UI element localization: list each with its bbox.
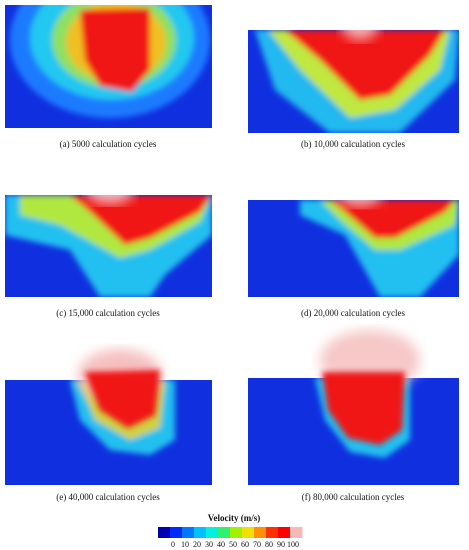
colorbar-tick-label: 20 bbox=[193, 540, 201, 549]
panel-image bbox=[248, 200, 459, 297]
panel-caption: (e) 40,000 calculation cycles bbox=[56, 492, 160, 502]
colorbar-segment bbox=[242, 527, 255, 538]
panel-caption: (a) 5000 calculation cycles bbox=[60, 139, 157, 149]
colorbar-segment bbox=[266, 527, 279, 538]
panel-caption: (c) 15,000 calculation cycles bbox=[56, 308, 160, 318]
panel-caption: (f) 80,000 calculation cycles bbox=[302, 492, 405, 502]
colorbar-segment bbox=[290, 527, 303, 538]
colorbar-tick-label: 0 bbox=[171, 540, 175, 549]
colorbar-segment bbox=[182, 527, 195, 538]
panel-image bbox=[5, 195, 212, 297]
colorbar-tick-label: 70 bbox=[253, 540, 261, 549]
colorbar-tick-label: 80 bbox=[265, 540, 273, 549]
panel-caption: (b) 10,000 calculation cycles bbox=[301, 139, 405, 149]
colorbar-segment bbox=[230, 527, 243, 538]
colorbar-segment bbox=[254, 527, 267, 538]
colorbar-tick-label: 90 bbox=[277, 540, 285, 549]
colorbar-tick-label: 10 bbox=[181, 540, 189, 549]
colorbar-tick-label: 100 bbox=[287, 540, 299, 549]
colorbar-segment bbox=[194, 527, 207, 538]
panel-caption: (d) 20,000 calculation cycles bbox=[301, 308, 405, 318]
colorbar-segment bbox=[278, 527, 291, 538]
colorbar-segment bbox=[170, 527, 183, 538]
colorbar-title: Velocity (m/s) bbox=[208, 513, 260, 523]
colorbar-tick-label: 60 bbox=[241, 540, 249, 549]
colorbar-segment bbox=[158, 527, 171, 538]
colorbar-tick-label: 40 bbox=[217, 540, 225, 549]
panel-image bbox=[5, 5, 212, 128]
colorbar-tick-label: 30 bbox=[205, 540, 213, 549]
colorbar-tick-label: 50 bbox=[229, 540, 237, 549]
colorbar: 0 10 20 30 40 50 60 70 80 90 100 bbox=[158, 527, 303, 549]
panel-image bbox=[5, 349, 212, 485]
colorbar-segment bbox=[218, 527, 231, 538]
panel-image bbox=[248, 330, 459, 485]
panel-image bbox=[248, 30, 459, 133]
colorbar-segment bbox=[206, 527, 219, 538]
